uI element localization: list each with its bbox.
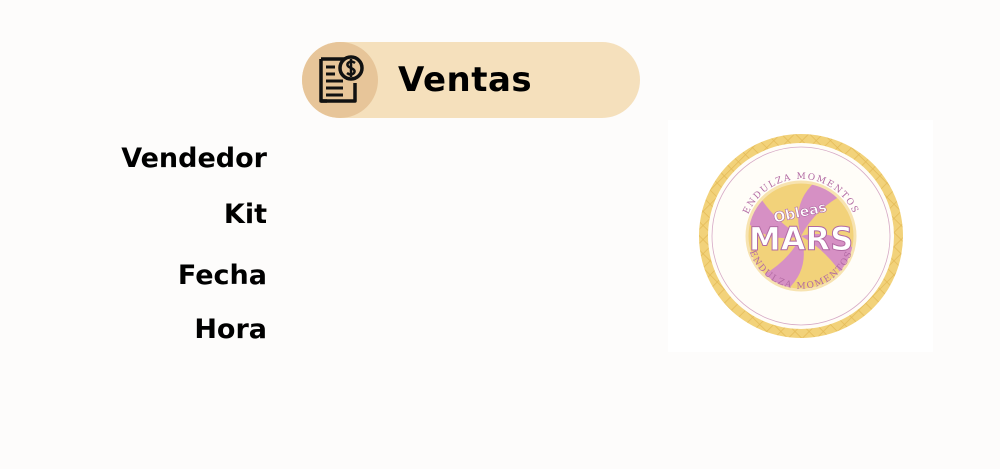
label-kit: Kit (223, 199, 267, 230)
section-header: Ventas (302, 42, 640, 118)
brand-logo: ENDULZA MOMENTOS ENDULZA MOMENTOS Obleas… (699, 134, 903, 338)
header-icon-circle (302, 42, 378, 118)
invoice-dollar-icon (319, 55, 364, 103)
label-fecha: Fecha (177, 260, 267, 291)
page-title: Ventas (398, 60, 533, 100)
label-hora: Hora (194, 314, 267, 345)
logo-brand-main: MARS (749, 220, 853, 258)
label-vendedor: Vendedor (121, 143, 267, 174)
